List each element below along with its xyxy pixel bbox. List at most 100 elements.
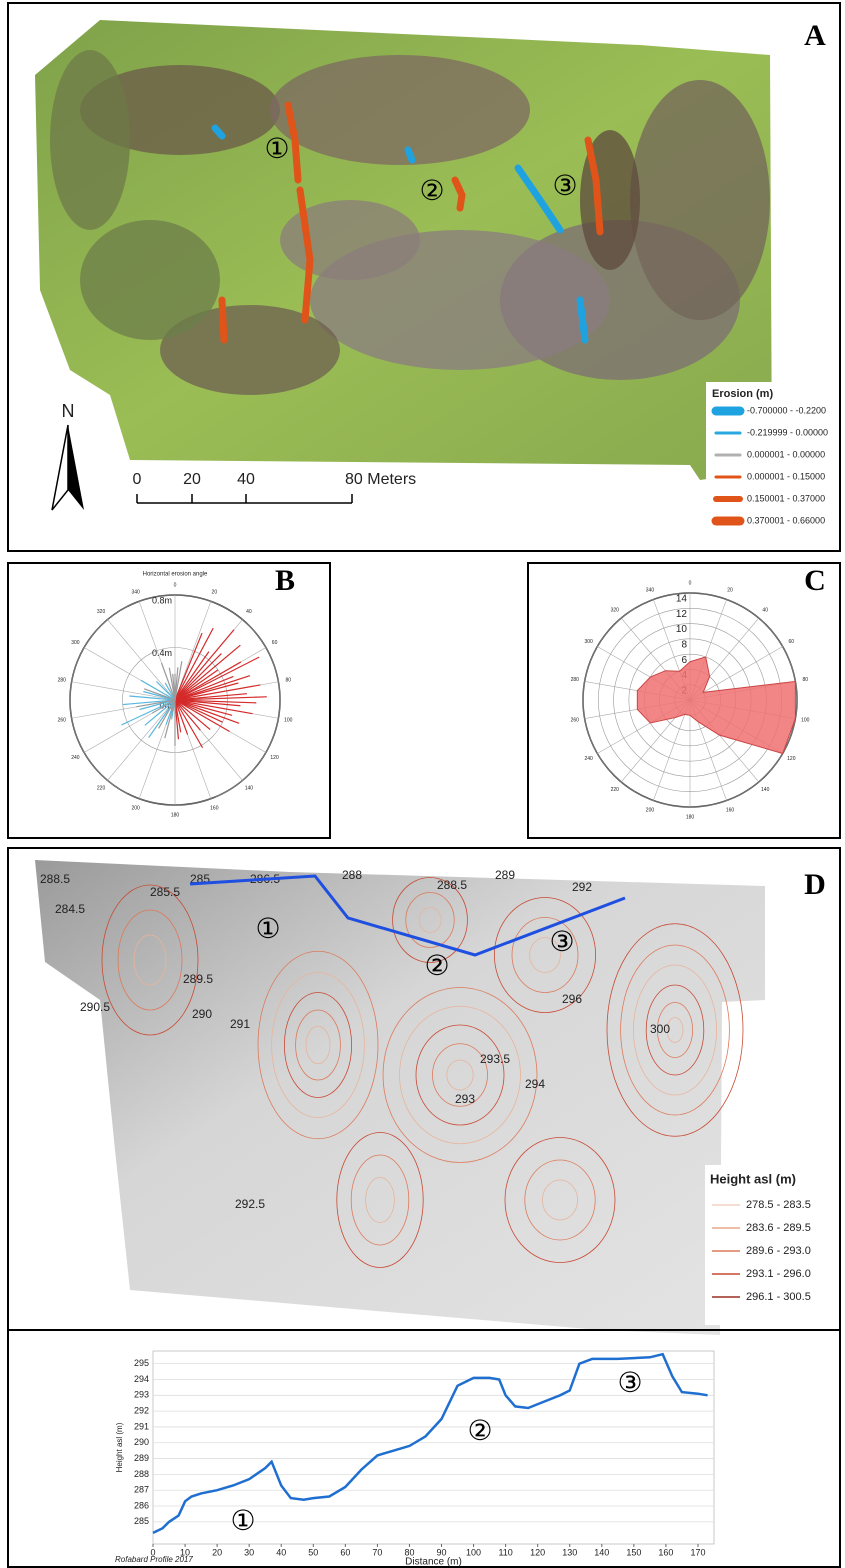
y-axis-label: Height asl (m)	[115, 1422, 124, 1472]
y-tick-label: 285	[134, 1516, 149, 1526]
angle-label: 240	[71, 755, 80, 761]
terrain-patch	[80, 220, 220, 340]
angle-label: 260	[58, 717, 67, 723]
angle-label: 200	[646, 807, 655, 813]
contour-label: 292.5	[235, 1197, 265, 1211]
contour-label: 291	[230, 1017, 250, 1031]
panel-letter: D	[804, 868, 826, 901]
angle-label: 260	[571, 718, 580, 724]
contour-label: 290	[192, 1007, 212, 1021]
contour-label: 289.5	[183, 972, 213, 986]
scale-label: 20	[183, 471, 201, 488]
angle-label: 280	[571, 677, 580, 683]
ring-label: 10	[676, 624, 688, 635]
chart-title: Horizontal erosion angle	[143, 572, 208, 578]
x-tick-label: 40	[276, 1547, 286, 1557]
scale-label: 80 Meters	[345, 471, 416, 488]
contour-label: 292	[572, 880, 592, 894]
x-tick-label: 20	[212, 1547, 222, 1557]
legend-label: 296.1 - 300.5	[746, 1291, 811, 1303]
angle-label: 140	[761, 787, 770, 793]
angle-label: 220	[97, 785, 106, 791]
angle-label: 0	[174, 582, 177, 588]
contour-label: 288.5	[40, 872, 70, 886]
ring-label: 12	[676, 609, 688, 620]
contour-label: 288.5	[437, 878, 467, 892]
x-tick-label: 30	[244, 1547, 254, 1557]
x-tick-label: 160	[658, 1547, 673, 1557]
y-tick-label: 291	[134, 1421, 149, 1431]
angle-label: 300	[585, 639, 594, 645]
angle-label: 0	[689, 580, 692, 586]
angle-label: 300	[71, 640, 80, 646]
contour-label: 293	[455, 1092, 475, 1106]
y-tick-label: 292	[134, 1405, 149, 1415]
site-label: ②	[424, 949, 449, 982]
legend-label: 283.6 - 289.5	[746, 1222, 811, 1234]
contour-label: 285.5	[150, 885, 180, 899]
erosion-marker	[408, 150, 412, 160]
legend-label: 0.370001 - 0.66000	[747, 515, 825, 525]
contour-label: 300	[650, 1022, 670, 1036]
x-tick-label: 140	[594, 1547, 609, 1557]
scale-label: 0	[133, 471, 142, 488]
y-tick-label: 286	[134, 1500, 149, 1510]
scale-label: 40	[237, 471, 255, 488]
north-label: N	[62, 401, 75, 421]
ring-label: 6	[681, 655, 687, 666]
ring-label: 14	[676, 594, 688, 605]
x-tick-label: 60	[340, 1547, 350, 1557]
angle-label: 120	[787, 756, 796, 762]
angle-label: 20	[727, 587, 733, 593]
erosion-marker	[222, 300, 224, 340]
annotation: ②	[467, 1414, 492, 1447]
ring-label: 8	[681, 639, 687, 650]
site-label: ③	[552, 169, 577, 202]
legend-title: Erosion (m)	[712, 388, 773, 400]
angle-label: 220	[611, 787, 620, 793]
contour-label: 284.5	[55, 902, 85, 916]
angle-label: 240	[585, 756, 594, 762]
legend-label: 278.5 - 283.5	[746, 1199, 811, 1211]
y-tick-label: 293	[134, 1390, 149, 1400]
angle-label: 40	[246, 609, 252, 615]
angle-label: 320	[611, 608, 620, 614]
x-tick-label: 130	[562, 1547, 577, 1557]
legend-label: -0.219999 - 0.00000	[747, 427, 828, 437]
erosion-marker	[580, 300, 585, 340]
contour-label: 290.5	[80, 1000, 110, 1014]
figure: A①②③N0204080 MetersErosion (m)-0.700000 …	[0, 0, 845, 1568]
legend-label: 0.150001 - 0.37000	[747, 493, 825, 503]
ring-label: 0.8m	[152, 595, 172, 605]
angle-label: 80	[802, 677, 808, 683]
y-tick-label: 288	[134, 1469, 149, 1479]
polar-area	[637, 657, 795, 754]
site-label: ②	[419, 174, 444, 207]
x-tick-label: 120	[530, 1547, 545, 1557]
contour-label: 289	[495, 868, 515, 882]
angle-label: 340	[646, 587, 655, 593]
y-tick-label: 287	[134, 1485, 149, 1495]
panel-letter: A	[804, 19, 826, 52]
angle-label: 140	[245, 785, 254, 791]
y-tick-label: 290	[134, 1437, 149, 1447]
site-label: ①	[255, 912, 280, 945]
angle-label: 200	[131, 805, 140, 811]
terrain-patch	[50, 50, 130, 230]
angle-label: 40	[762, 608, 768, 614]
x-tick-label: 70	[372, 1547, 382, 1557]
contour-label: 293.5	[480, 1052, 510, 1066]
x-axis-label: Distance (m)	[405, 1557, 462, 1568]
hillshade	[35, 860, 765, 1335]
site-label: ①	[264, 132, 289, 165]
annotation: ①	[230, 1504, 255, 1537]
angle-label: 120	[270, 755, 279, 761]
y-tick-label: 289	[134, 1453, 149, 1463]
angle-label: 100	[801, 718, 810, 724]
footer: Rofabard Profile 2017	[115, 1555, 193, 1564]
legend-label: 0.000001 - 0.15000	[747, 471, 825, 481]
angle-label: 160	[210, 805, 219, 811]
annotation: ③	[617, 1366, 642, 1399]
angle-label: 320	[97, 609, 106, 615]
north-arrow	[52, 425, 68, 510]
